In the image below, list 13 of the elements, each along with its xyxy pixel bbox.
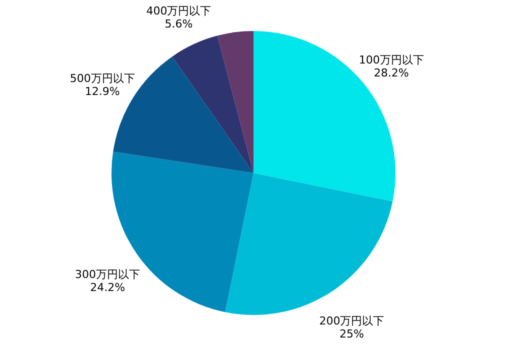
slice-label: 100万円以下 — [358, 53, 424, 66]
pie-slice — [172, 36, 254, 173]
data-label: 12.9% — [84, 85, 120, 98]
data-label: 25% — [339, 327, 364, 340]
pie-slice — [217, 31, 254, 173]
pie-slice — [225, 173, 393, 315]
slice-label: 200万円以下 — [319, 314, 384, 328]
slice-label: 400万円以下 — [146, 4, 212, 18]
data-label: 24.2% — [90, 280, 126, 294]
data-label: 5.6% — [164, 17, 193, 30]
data-label: 28.2% — [374, 66, 409, 80]
slice-label: 500万円以下 — [70, 72, 135, 86]
slice-label: 300万円以下 — [75, 268, 140, 281]
